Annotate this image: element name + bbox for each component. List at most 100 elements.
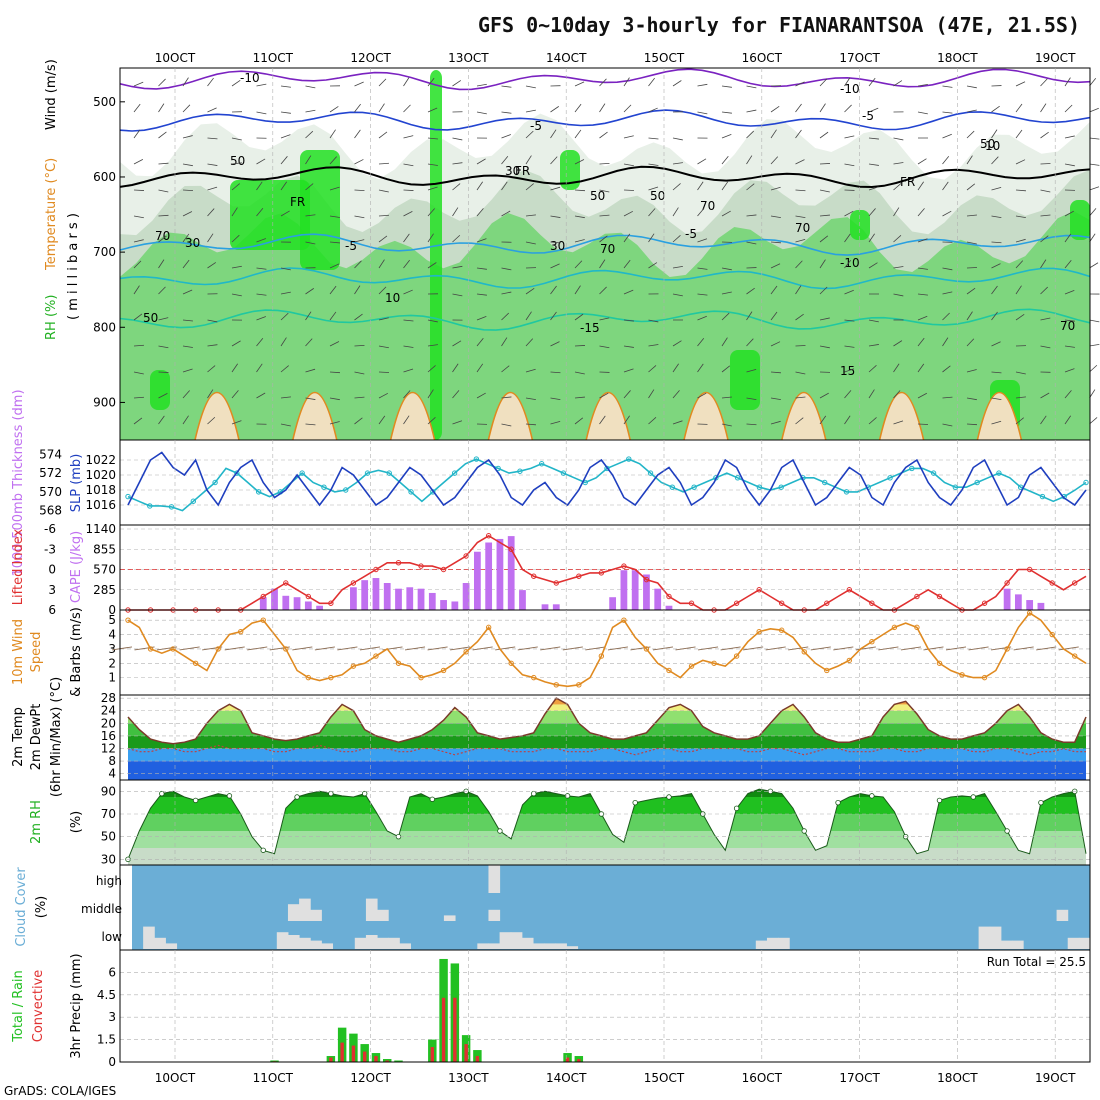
rh-band-1 — [128, 831, 1086, 848]
upper-wind-barb — [525, 423, 536, 426]
upper-wind-barb — [354, 129, 361, 139]
upper-wind-barb — [1064, 415, 1072, 425]
upper-wind-barb — [942, 396, 953, 399]
upper-wind-barb — [893, 137, 904, 141]
upper-ytick-700: 700 — [93, 245, 116, 259]
upper-wind-barb — [452, 234, 461, 243]
upper-wind-barb — [256, 238, 267, 243]
upper-wind-barb — [525, 130, 534, 139]
upper-wind-barb — [991, 285, 998, 295]
wind-speed-point — [260, 617, 266, 623]
wind-barb — [292, 646, 313, 651]
top-date-11OCT: 11OCT — [253, 51, 294, 65]
upper-ylabel: RH (%) Temperature (°C) Wind (m/s) ( m i l … — [44, 59, 81, 340]
precip-conv-bar — [374, 1056, 378, 1062]
upper-wind-barb — [672, 390, 680, 399]
cloud-ylabel-group: Cloud Cover — [14, 867, 29, 947]
upper-wind-barb — [207, 107, 217, 113]
upper-wind-barb — [403, 390, 411, 399]
upper-wind-barb — [403, 368, 414, 373]
wind-speed-point — [1072, 653, 1078, 659]
upper-wind-barb — [550, 241, 561, 244]
surface-plume-2 — [389, 391, 436, 441]
upper-ytick-600: 600 — [93, 170, 116, 184]
cape-bar — [609, 597, 617, 610]
bottom-date-17OCT: 17OCT — [839, 1071, 880, 1085]
upper-wind-barb — [1089, 77, 1097, 87]
wind-ytick-3: 3 — [108, 642, 116, 656]
upper-wind-barb — [525, 214, 536, 217]
upper-wind-barb — [305, 423, 316, 426]
cloud-low-bar — [755, 940, 768, 949]
upper-wind-barb — [966, 311, 973, 321]
upper-wind-barb — [1064, 163, 1075, 167]
wind-ylabel-c: & Barbs (m/s) — [69, 607, 84, 697]
precip-total-bar — [394, 1060, 403, 1062]
upper-wind-barb — [501, 337, 508, 347]
wind-speed-point — [283, 646, 289, 652]
li-ylabel: Lifted Index — [11, 528, 26, 605]
upper-wind-barb — [599, 214, 610, 217]
upper-wind-barb — [746, 368, 757, 373]
wind-speed-point — [824, 667, 830, 674]
top-date-15OCT: 15OCT — [644, 51, 685, 65]
upper-wind-barb — [525, 287, 535, 295]
upper-wind-barb — [378, 189, 389, 193]
upper-wind-barb — [697, 208, 705, 217]
upper-wind-barb — [525, 397, 536, 400]
upper-wind-barb — [329, 311, 337, 321]
slp-ytick-1022: 1022 — [85, 453, 116, 467]
upper-wind-barb — [844, 210, 854, 217]
temp-band-3 — [128, 723, 1086, 736]
rh-point — [666, 794, 672, 800]
upper-wind-barb — [403, 104, 411, 113]
upper-wind-barb — [942, 291, 953, 295]
thickness-point — [996, 470, 1002, 476]
upper-wind-barb — [1089, 319, 1100, 323]
upper-wind-barb — [476, 238, 487, 243]
upper-wind-barb — [280, 291, 291, 295]
upper-wind-barb — [868, 107, 879, 113]
upper-wind-barb — [1064, 104, 1073, 113]
rh-label: 50 — [230, 154, 245, 168]
thickness-point — [843, 489, 850, 495]
upper-wind-barb — [133, 81, 144, 87]
upper-wind-barb — [697, 293, 708, 296]
upper-wind-barb — [966, 267, 978, 269]
wind-speed-point — [395, 660, 402, 666]
upper-wind-barb — [574, 313, 584, 321]
upper-wind-barb — [623, 289, 634, 295]
upper-wind-barb — [991, 311, 998, 321]
upper-wind-barb — [501, 85, 512, 88]
thickness-point — [212, 479, 218, 486]
upper-wind-barb — [158, 162, 169, 165]
upper-wind-barb — [427, 77, 435, 87]
upper-wind-barb — [966, 338, 975, 347]
cape-bar — [1003, 588, 1011, 610]
rh-point — [936, 797, 943, 804]
wind-barb — [810, 646, 831, 651]
upper-wind-barb — [1015, 417, 1024, 425]
upper-wind-barb — [893, 207, 900, 217]
cape-ytick-570: 570 — [93, 563, 116, 577]
cape-bar — [474, 551, 481, 610]
upper-wind-barb — [746, 130, 755, 139]
upper-wind-barb — [1064, 259, 1072, 269]
rh-point — [361, 790, 368, 797]
upper-wind-barb — [231, 340, 241, 347]
upper-wind-barb — [550, 311, 557, 321]
upper-wind-barb — [403, 289, 413, 295]
precip-conv-bar — [464, 1044, 468, 1062]
upper-wind-barb — [672, 235, 681, 243]
wind-speed-point — [328, 674, 334, 681]
upper-wind-barb — [672, 137, 683, 141]
upper-wind-barb — [403, 211, 413, 217]
temp-ylabel-b-group: 2m DewPt — [29, 704, 44, 771]
cape-bar — [643, 574, 650, 610]
thick-ylabel-group: 1000-500mb Thickness (dm) — [11, 389, 26, 576]
cape-bar — [1014, 594, 1022, 610]
wind-speed-point — [869, 639, 875, 645]
li-ylabel-group: Lifted Index — [11, 528, 26, 605]
cloud-low-bar — [287, 935, 300, 949]
upper-wind-barb — [329, 186, 340, 191]
